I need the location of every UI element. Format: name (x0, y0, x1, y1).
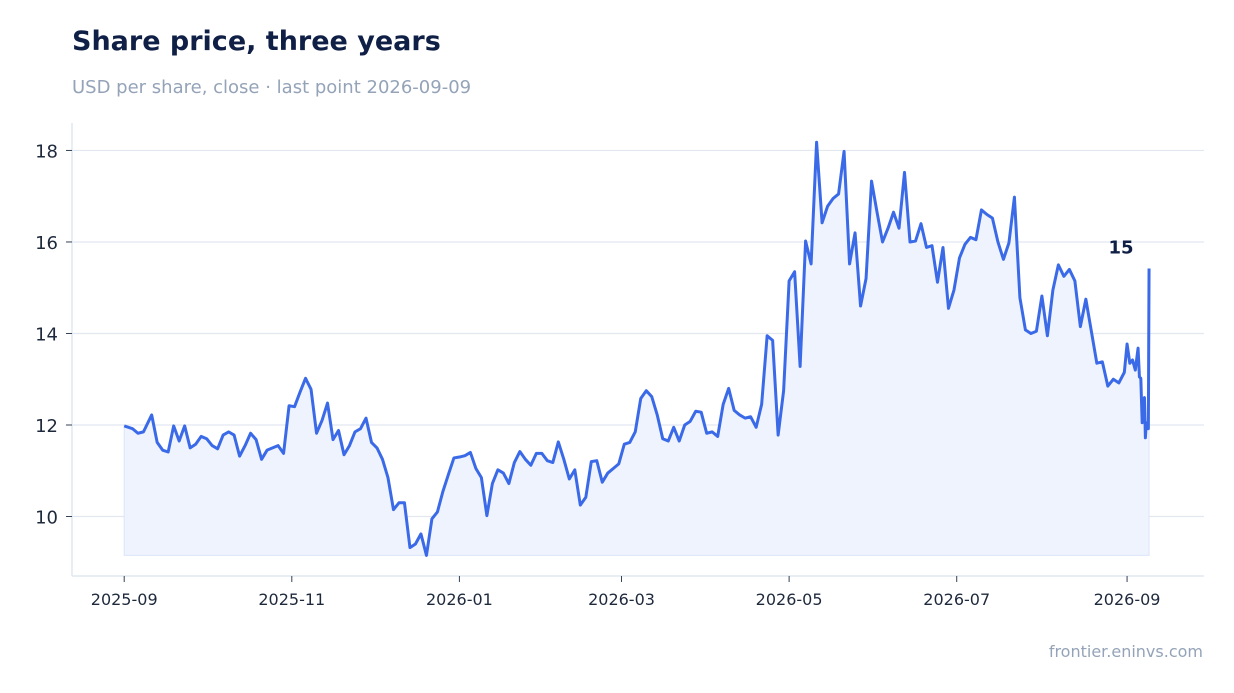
x-tick-label: 2026-05 (756, 590, 823, 609)
x-tick-label: 2025-09 (91, 590, 158, 609)
x-ticks: 2025-09 2025-11 2026-01 2026-03 2026-05 2026-… (91, 576, 1161, 609)
chart-title: Share price, three years (72, 26, 441, 57)
y-tick-label: 18 (35, 141, 58, 162)
x-tick-label: 2025-11 (258, 590, 325, 609)
y-tick-label: 14 (35, 324, 58, 345)
axes (71, 123, 1204, 577)
x-tick-label: 2026-01 (426, 590, 493, 609)
x-tick-label: 2026-09 (1094, 590, 1161, 609)
y-tick-label: 12 (35, 416, 58, 437)
price-area-fill (123, 142, 1150, 556)
x-tick-label: 2026-03 (588, 590, 655, 609)
x-tick-label: 2026-07 (923, 590, 990, 609)
y-tick-label: 10 (35, 508, 58, 529)
y-ticks: 10 12 14 16 18 (35, 141, 72, 529)
source-credit: frontier.eninvs.com (1048, 642, 1203, 661)
y-tick-label: 16 (35, 233, 58, 254)
chart-subtitle: USD per share, close · last point 2026-0… (72, 77, 472, 98)
price-line (123, 140, 1151, 557)
end-value-label: 15 (1109, 238, 1134, 259)
